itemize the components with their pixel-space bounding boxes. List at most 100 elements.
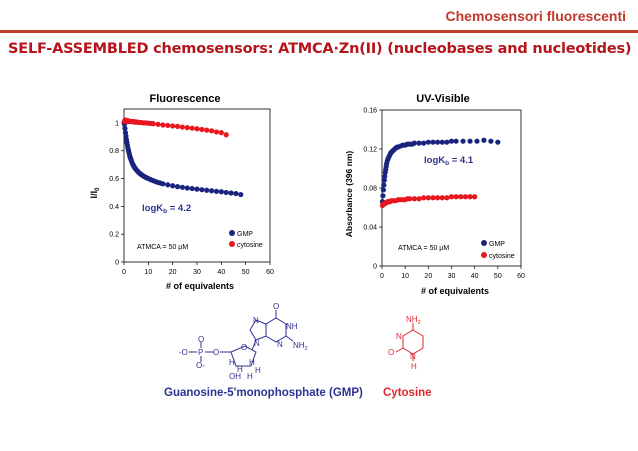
y-tick-label: 1: [115, 120, 119, 127]
data-point-gmp: [394, 144, 400, 150]
data-point-gmp: [139, 172, 145, 178]
data-point-cytosine: [125, 118, 131, 125]
data-point-gmp: [136, 169, 142, 175]
data-point-cytosine: [393, 198, 399, 204]
atom-o-p-bottom: O-: [196, 361, 205, 370]
legend-marker-gmp: [481, 240, 487, 246]
data-point-cytosine: [126, 118, 132, 125]
data-point-cytosine: [223, 132, 229, 138]
data-point-cytosine: [145, 120, 151, 126]
data-point-gmp: [384, 161, 390, 167]
x-tick-label: 10: [401, 273, 409, 280]
data-point-cytosine: [131, 118, 137, 125]
data-point-gmp: [425, 139, 431, 145]
x-tick-label: 10: [144, 269, 152, 276]
legend: GMP cytosine: [229, 230, 263, 249]
data-point-cytosine: [138, 119, 144, 126]
data-point-cytosine: [421, 195, 427, 201]
data-point-gmp: [134, 167, 140, 173]
y-tick-label: 0: [373, 264, 377, 271]
atom-h4: H: [247, 372, 253, 381]
atom-oh: OH: [229, 372, 241, 381]
data-point-gmp: [421, 140, 427, 146]
data-point-gmp: [127, 153, 133, 159]
data-point-cytosine: [400, 197, 406, 203]
data-point-cytosine: [462, 194, 468, 200]
x-tick-label: 60: [517, 273, 525, 280]
atom-nh2: NH2: [406, 315, 421, 326]
data-point-gmp: [435, 139, 441, 145]
data-point-cytosine: [143, 120, 149, 126]
data-point-cytosine: [435, 195, 441, 201]
data-point-gmp: [142, 174, 148, 180]
data-point-gmp: [460, 138, 466, 144]
data-point-cytosine: [124, 118, 130, 124]
annotation-suffix: = 4.1: [449, 155, 474, 166]
data-point-cytosine: [448, 194, 455, 200]
data-point-gmp: [238, 191, 244, 198]
data-point-gmp: [444, 139, 450, 145]
y-tick-label: 0.8: [109, 148, 119, 155]
y-tick-label: 0.08: [363, 186, 377, 193]
atom-p: P: [198, 348, 203, 357]
conditions-label: ATMCA = 50 μM: [137, 244, 188, 251]
data-point-gmp: [174, 184, 181, 190]
data-point-gmp: [153, 179, 159, 185]
data-point-gmp: [407, 141, 413, 147]
data-point-gmp: [383, 163, 389, 170]
legend-marker-cytosine: [481, 252, 487, 258]
x-tick-label: 60: [266, 269, 274, 276]
x-tick-label: 0: [380, 273, 384, 280]
data-point-cytosine: [123, 117, 129, 123]
data-point-gmp: [384, 158, 390, 164]
data-point-cytosine: [140, 120, 147, 126]
atom-n-bottom: N: [410, 352, 416, 361]
data-point-gmp: [467, 138, 473, 144]
data-point-cytosine: [380, 201, 386, 208]
data-point-gmp: [453, 138, 459, 144]
x-axis-label: # of equivalents: [421, 286, 489, 296]
atom-nh2-sub: 2: [305, 346, 308, 352]
data-point-cytosine: [209, 128, 215, 134]
legend: GMP cytosine: [481, 240, 515, 260]
data-point-cytosine: [444, 195, 450, 201]
atom-n-top: N: [396, 332, 402, 341]
data-point-gmp: [155, 179, 161, 186]
data-point-gmp: [409, 141, 415, 147]
data-point-gmp: [123, 133, 129, 139]
legend-label-gmp: GMP: [489, 241, 505, 248]
annotation-prefix: logK: [424, 155, 445, 166]
y-tick-label: 0.04: [363, 225, 377, 232]
data-point-gmp: [133, 166, 139, 172]
data-point-gmp: [213, 188, 220, 194]
x-tick-label: 40: [217, 269, 225, 276]
data-point-gmp: [448, 138, 455, 144]
data-point-gmp: [126, 151, 132, 157]
data-point-gmp: [160, 181, 166, 187]
atom-nh: NH: [286, 322, 298, 331]
data-point-gmp: [122, 125, 128, 132]
data-point-gmp: [165, 182, 171, 188]
data-point-gmp: [402, 142, 408, 148]
data-point-gmp: [140, 173, 147, 179]
data-point-cytosine: [136, 119, 142, 125]
data-point-gmp: [125, 147, 131, 153]
data-point-gmp: [382, 169, 388, 175]
data-point-gmp: [392, 146, 398, 152]
chart-title: Fluorescence: [150, 93, 221, 105]
y-axis-label: I/I0: [89, 187, 101, 199]
data-point-cytosine: [179, 124, 185, 130]
data-point-cytosine: [133, 119, 139, 125]
data-point-cytosine: [121, 118, 128, 125]
data-point-cytosine: [122, 117, 128, 123]
data-point-gmp: [416, 140, 422, 146]
data-point-gmp: [179, 184, 185, 190]
data-point-cytosine: [407, 196, 413, 202]
plot-frame: [123, 108, 271, 263]
data-point-gmp: [135, 168, 141, 174]
x-tick-label: 30: [448, 273, 456, 280]
data-point-cytosine: [425, 195, 431, 201]
data-point-gmp: [382, 173, 388, 179]
data-point-cytosine: [416, 196, 422, 202]
data-point-cytosine: [404, 196, 411, 202]
